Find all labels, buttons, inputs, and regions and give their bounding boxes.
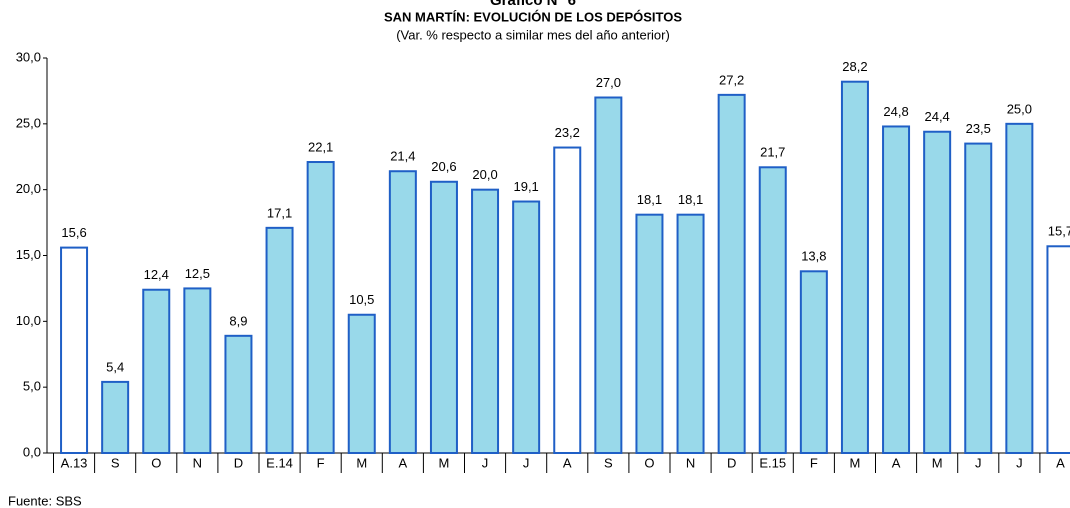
x-tick-label: J xyxy=(482,455,489,470)
value-label: 12,4 xyxy=(144,267,169,282)
value-label: 12,5 xyxy=(185,266,210,281)
bar xyxy=(265,226,294,454)
x-tick-label: O xyxy=(644,455,654,470)
x-tick-label: M xyxy=(932,455,943,470)
x-tick-label: O xyxy=(151,455,161,470)
x-tick-label: M xyxy=(356,455,367,470)
bar xyxy=(101,380,130,454)
value-label: 15,6 xyxy=(61,225,86,240)
bar xyxy=(388,170,417,454)
value-label: 24,4 xyxy=(924,109,949,124)
y-tick-label: 20,0 xyxy=(16,181,41,196)
x-tick-label: A xyxy=(1056,455,1065,470)
value-label: 20,6 xyxy=(431,159,456,174)
y-tick-label: 30,0 xyxy=(16,49,41,64)
chart-title: SAN MARTÍN: EVOLUCIÓN DE LOS DEPÓSITOS xyxy=(384,9,682,24)
value-label: 24,8 xyxy=(883,104,908,119)
value-label: 21,4 xyxy=(390,149,415,164)
x-tick-label: A xyxy=(399,455,408,470)
x-tick-label: J xyxy=(523,455,530,470)
x-tick-label: A xyxy=(563,455,572,470)
y-tick-label: 10,0 xyxy=(16,313,41,328)
value-label: 18,1 xyxy=(637,192,662,207)
bar xyxy=(635,213,664,454)
x-tick-label: E.15 xyxy=(759,455,786,470)
bar xyxy=(717,93,746,454)
x-tick-label: J xyxy=(1016,455,1023,470)
value-label: 18,1 xyxy=(678,192,703,207)
value-label: 19,1 xyxy=(513,179,538,194)
value-label: 23,2 xyxy=(555,125,580,140)
bar xyxy=(594,96,623,454)
bar xyxy=(882,125,911,454)
x-tick-label: J xyxy=(975,455,982,470)
bar xyxy=(799,270,828,454)
value-label: 27,2 xyxy=(719,72,744,87)
bar xyxy=(347,313,376,454)
bar xyxy=(758,166,787,455)
bar xyxy=(471,188,500,455)
x-tick-label: D xyxy=(234,455,243,470)
x-tick-label: N xyxy=(193,455,202,470)
bar xyxy=(142,288,171,454)
x-tick-label: S xyxy=(604,455,613,470)
bar xyxy=(676,213,705,454)
bar xyxy=(306,161,335,454)
value-label: 28,2 xyxy=(842,59,867,74)
bar xyxy=(964,142,993,454)
x-tick-label: M xyxy=(850,455,861,470)
bar xyxy=(553,146,582,455)
bar xyxy=(224,334,253,455)
x-tick-label: E.14 xyxy=(266,455,293,470)
value-label: 5,4 xyxy=(106,359,124,374)
y-tick-label: 15,0 xyxy=(16,247,41,262)
value-label: 20,0 xyxy=(472,167,497,182)
chart-subtitle: (Var. % respecto a similar mes del año a… xyxy=(396,27,670,42)
bar xyxy=(183,287,212,454)
x-tick-label: D xyxy=(727,455,736,470)
bar xyxy=(429,180,458,454)
y-tick-label: 5,0 xyxy=(23,379,41,394)
x-tick-label: F xyxy=(810,455,818,470)
bar xyxy=(923,130,952,454)
bar xyxy=(60,246,89,454)
value-label: 17,1 xyxy=(267,205,292,220)
x-tick-label: M xyxy=(439,455,450,470)
y-tick-label: 0,0 xyxy=(23,444,41,459)
bar xyxy=(1005,122,1034,454)
bar xyxy=(840,80,869,454)
value-label: 13,8 xyxy=(801,249,826,264)
x-tick-label: F xyxy=(317,455,325,470)
value-label: 22,1 xyxy=(308,139,333,154)
value-label: 10,5 xyxy=(349,292,374,307)
value-label: 21,7 xyxy=(760,145,785,160)
source: Fuente: SBS xyxy=(8,493,82,508)
value-label: 25,0 xyxy=(1007,101,1032,116)
value-label: 15,7 xyxy=(1048,224,1070,239)
value-label: 23,5 xyxy=(966,121,991,136)
chart-heading: Gráfico N° 6 xyxy=(490,0,576,9)
value-label: 8,9 xyxy=(229,313,247,328)
x-tick-label: A.13 xyxy=(61,455,88,470)
y-tick-label: 25,0 xyxy=(16,115,41,130)
bar xyxy=(1046,245,1070,454)
x-tick-label: S xyxy=(111,455,120,470)
value-label: 27,0 xyxy=(596,75,621,90)
bar xyxy=(512,200,541,454)
x-tick-label: A xyxy=(892,455,901,470)
x-tick-label: N xyxy=(686,455,695,470)
